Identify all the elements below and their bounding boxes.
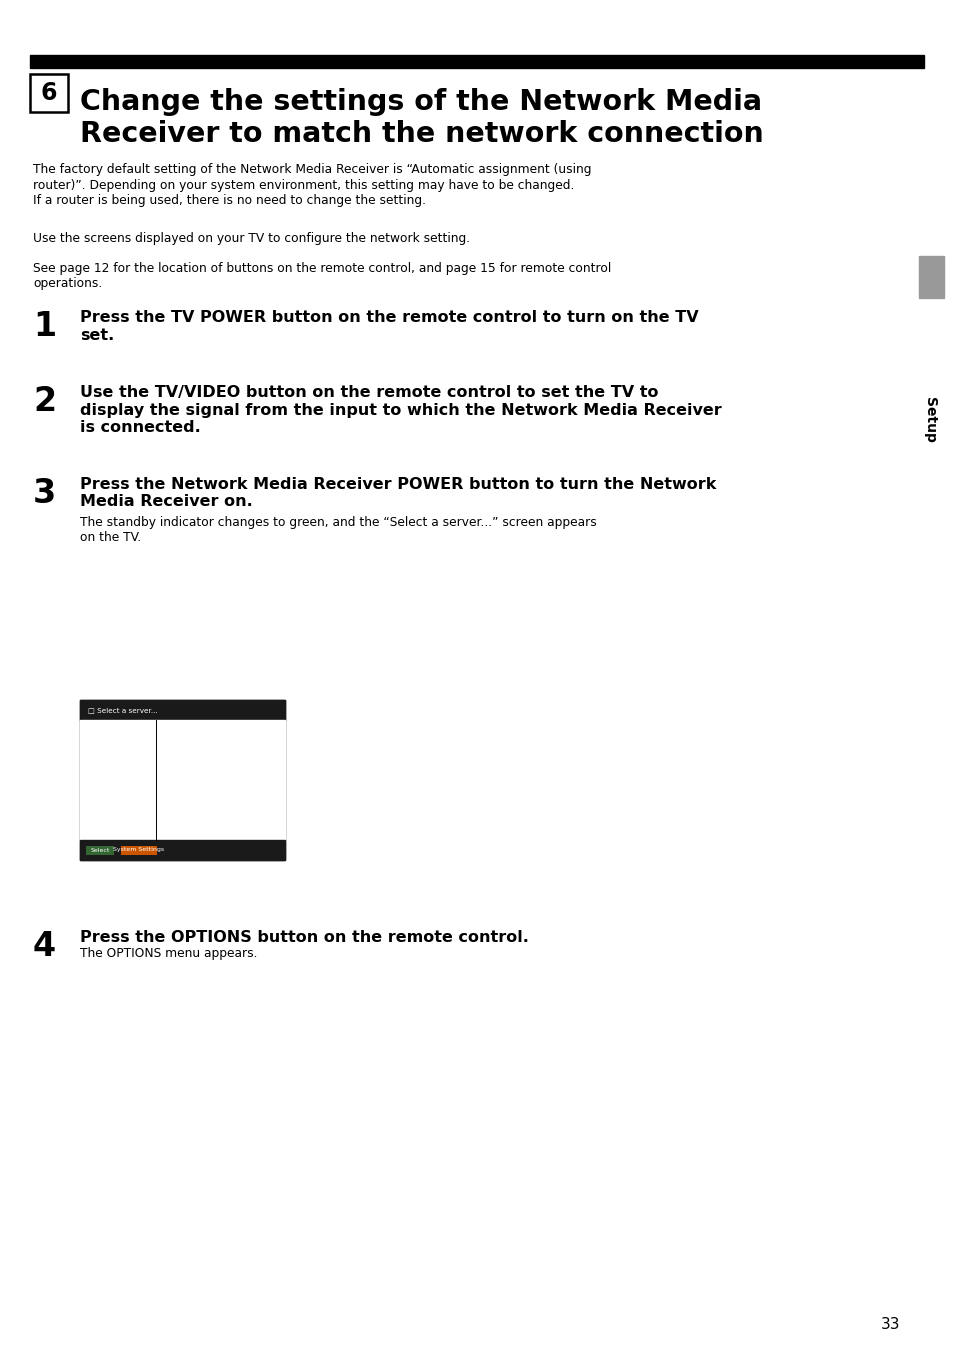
Text: 1: 1 xyxy=(33,309,56,343)
Text: on the TV.: on the TV. xyxy=(80,532,141,544)
Text: Use the TV/VIDEO button on the remote control to set the TV to: Use the TV/VIDEO button on the remote co… xyxy=(80,385,658,400)
Text: The standby indicator changes to green, and the “Select a server...” screen appe: The standby indicator changes to green, … xyxy=(80,516,597,529)
Text: Press the OPTIONS button on the remote control.: Press the OPTIONS button on the remote c… xyxy=(80,930,528,944)
Text: set.: set. xyxy=(80,327,114,342)
Text: Select: Select xyxy=(91,848,110,852)
Bar xyxy=(80,840,285,860)
Bar xyxy=(80,721,285,840)
Text: □ Select a server...: □ Select a server... xyxy=(88,707,157,712)
Text: If a router is being used, there is no need to change the setting.: If a router is being used, there is no n… xyxy=(33,194,426,208)
Text: is connected.: is connected. xyxy=(80,421,200,436)
Text: Press the TV POWER button on the remote control to turn on the TV: Press the TV POWER button on the remote … xyxy=(80,309,698,324)
Text: 3: 3 xyxy=(33,478,56,510)
Text: 2: 2 xyxy=(33,385,56,418)
Bar xyxy=(86,845,113,855)
Bar xyxy=(80,700,285,860)
Bar xyxy=(30,75,68,113)
Text: Change the settings of the Network Media: Change the settings of the Network Media xyxy=(80,88,761,115)
Text: 33: 33 xyxy=(880,1318,899,1333)
Text: display the signal from the input to which the Network Media Receiver: display the signal from the input to whi… xyxy=(80,403,721,418)
Text: The OPTIONS menu appears.: The OPTIONS menu appears. xyxy=(80,947,257,961)
Text: Media Receiver on.: Media Receiver on. xyxy=(80,494,253,509)
Text: See page 12 for the location of buttons on the remote control, and page 15 for r: See page 12 for the location of buttons … xyxy=(33,262,611,275)
Bar xyxy=(80,700,285,721)
Text: Press the Network Media Receiver POWER button to turn the Network: Press the Network Media Receiver POWER b… xyxy=(80,478,716,493)
Text: operations.: operations. xyxy=(33,277,102,290)
Text: router)”. Depending on your system environment, this setting may have to be chan: router)”. Depending on your system envir… xyxy=(33,179,574,191)
Text: 4: 4 xyxy=(33,930,56,963)
Text: Use the screens displayed on your TV to configure the network setting.: Use the screens displayed on your TV to … xyxy=(33,232,470,246)
Text: 6: 6 xyxy=(41,81,57,104)
Text: Receiver to match the network connection: Receiver to match the network connection xyxy=(80,119,763,148)
Bar xyxy=(121,845,157,855)
Text: Setup: Setup xyxy=(923,398,936,442)
Text: The factory default setting of the Network Media Receiver is “Automatic assignme: The factory default setting of the Netwo… xyxy=(33,163,591,176)
Bar xyxy=(30,56,923,68)
Text: System Settings: System Settings xyxy=(113,848,164,852)
Bar xyxy=(918,256,943,299)
